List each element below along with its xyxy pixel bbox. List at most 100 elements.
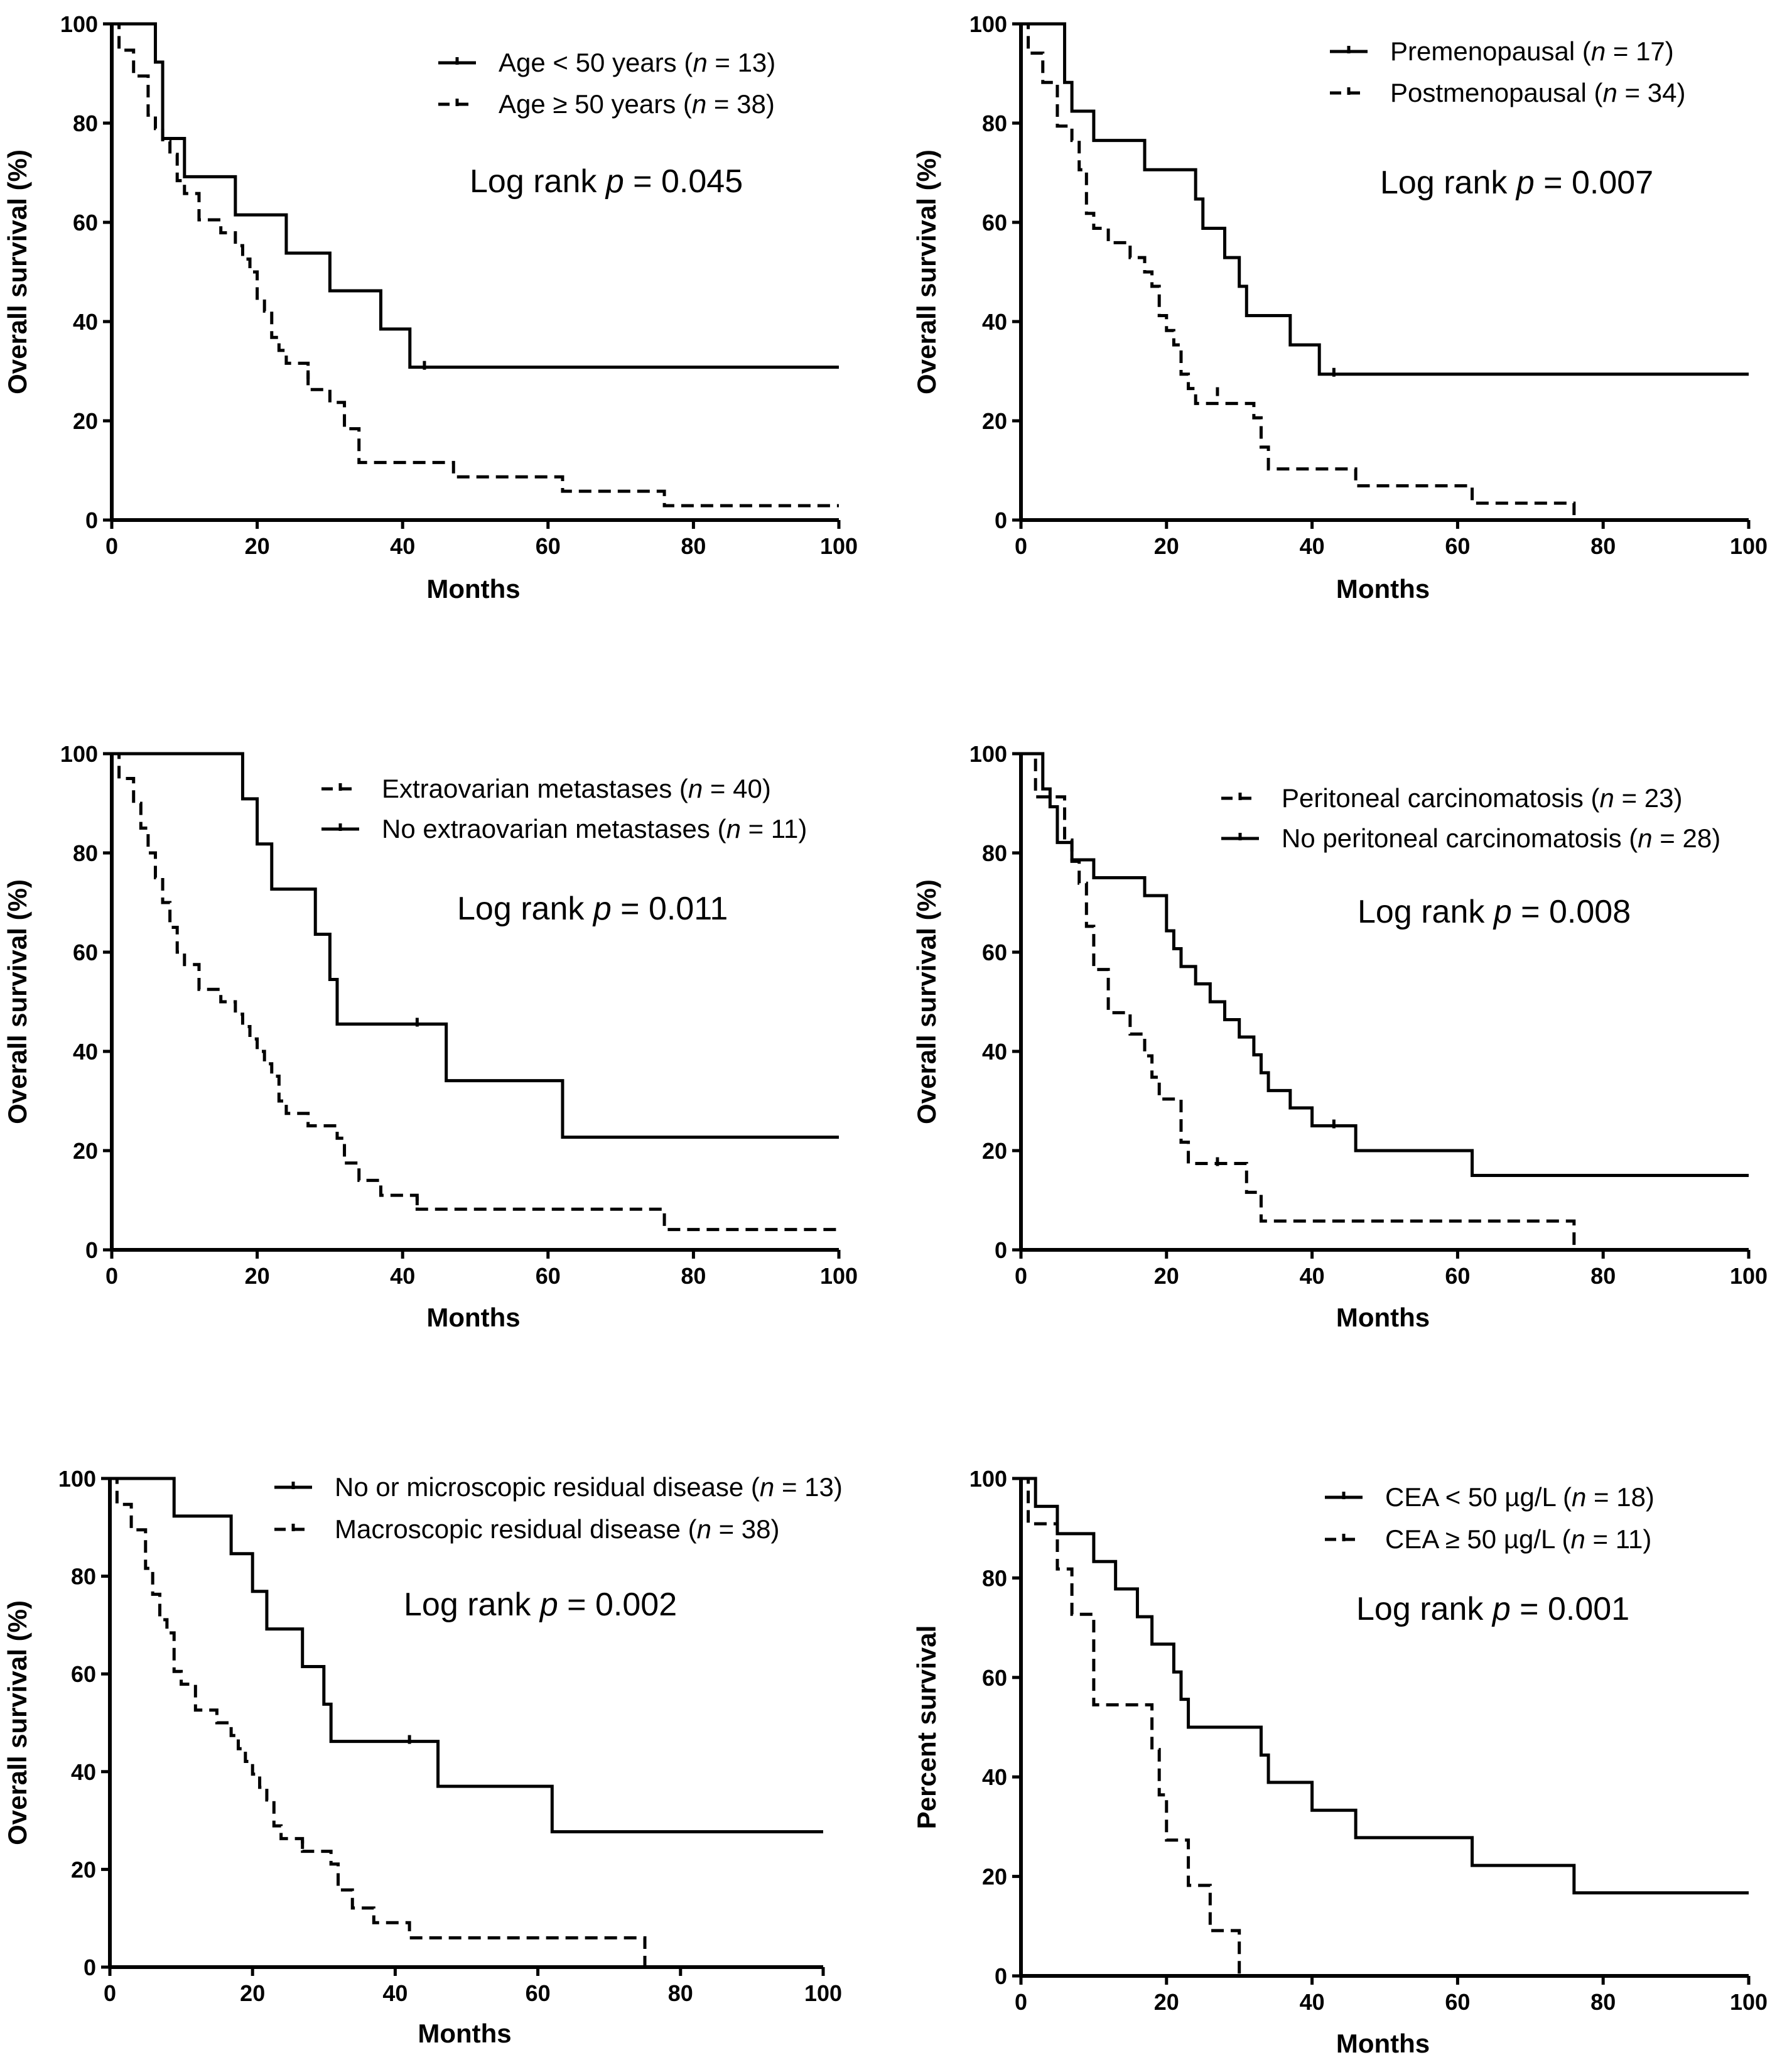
x-axis-title: Months: [426, 1303, 520, 1332]
legend-n-value: = 38): [711, 1514, 780, 1544]
x-tick-label: 100: [820, 1263, 858, 1289]
survival-curve-dashed: [1021, 1477, 1241, 1976]
y-tick-label: 20: [982, 1138, 1007, 1164]
y-axis-title: Percent survival: [912, 1625, 941, 1830]
y-tick-label: 0: [85, 1237, 98, 1263]
survival-curve-solid: [112, 752, 839, 1139]
y-tick-label: 0: [995, 1963, 1007, 1989]
legend-n-value: = 40): [703, 774, 771, 803]
log-rank-prefix: Log rank: [1358, 894, 1494, 930]
legend-name: No or microscopic residual disease (: [335, 1472, 760, 1502]
panel-2: 0 20 40 60 80 100 0 20 40 60 80 100 Months Overall su…: [912, 11, 1768, 604]
x-axis-title: Months: [1336, 1303, 1430, 1332]
legend-name: Macroscopic residual disease (: [335, 1514, 697, 1544]
legend-label: CEA < 50 µg/L (n = 18): [1385, 1482, 1655, 1512]
legend-n-symbol: n: [1600, 783, 1614, 813]
legend-n-value: = 34): [1617, 78, 1686, 107]
y-tick-label: 80: [73, 111, 98, 136]
x-tick-label: 100: [804, 1980, 842, 2006]
legend-name: CEA < 50 µg/L (: [1385, 1482, 1572, 1512]
y-axis-title: Overall survival (%): [3, 149, 32, 394]
x-tick-label: 80: [668, 1980, 693, 2006]
survival-curve-dashed: [1021, 752, 1576, 1250]
log-rank-p-symbol: p: [539, 1587, 558, 1623]
x-tick-label: 20: [1154, 1989, 1179, 2015]
legend-label: Peritoneal carcinomatosis (n = 23): [1282, 783, 1682, 813]
x-tick-label: 100: [820, 533, 858, 559]
y-tick-label: 40: [982, 309, 1007, 335]
log-rank-prefix: Log rank: [457, 891, 593, 927]
survival-curve-solid: [1021, 752, 1749, 1177]
x-tick-label: 20: [1154, 533, 1179, 559]
legend-name: Premenopausal (: [1390, 36, 1591, 66]
x-tick-label: 0: [1015, 1989, 1027, 2015]
legend-label: No extraovarian metastases (n = 11): [382, 814, 807, 843]
y-tick-label: 100: [969, 11, 1007, 37]
y-tick-label: 80: [982, 111, 1007, 136]
x-tick-label: 60: [536, 1263, 561, 1289]
legend-name: No extraovarian metastases (: [382, 814, 726, 843]
x-tick-label: 80: [681, 1263, 706, 1289]
x-tick-label: 0: [105, 533, 118, 559]
y-tick-label: 60: [982, 940, 1007, 965]
legend-n-symbol: n: [1572, 1482, 1586, 1512]
legend-n-value: = 11): [741, 814, 807, 843]
legend-n-value: = 18): [1586, 1482, 1655, 1512]
log-rank-p-symbol: p: [605, 163, 624, 200]
y-tick-label: 20: [982, 408, 1007, 434]
y-axis-title: Overall survival (%): [3, 879, 32, 1124]
legend-label: No peritoneal carcinomatosis (n = 28): [1282, 823, 1720, 853]
y-tick-label: 40: [73, 1039, 98, 1065]
x-tick-label: 0: [1015, 533, 1027, 559]
y-tick-label: 0: [84, 1955, 96, 1980]
y-tick-label: 60: [71, 1661, 96, 1687]
survival-curve-dashed: [112, 752, 839, 1232]
y-tick-label: 60: [982, 210, 1007, 236]
x-axis-title: Months: [1336, 2029, 1430, 2058]
y-tick-label: 80: [982, 1565, 1007, 1591]
panel-1: 0 20 40 60 80 100 0 20 40 60 80 100 Months Overall su…: [3, 11, 858, 604]
y-tick-label: 40: [73, 309, 98, 335]
legend-name: Extraovarian metastases (: [382, 774, 688, 803]
log-rank-p-symbol: p: [1515, 165, 1535, 201]
survival-curve-dashed: [1021, 22, 1576, 520]
legend-n-symbol: n: [693, 48, 707, 77]
legend-label: CEA ≥ 50 µg/L (n = 11): [1385, 1524, 1651, 1554]
x-axis-title: Months: [426, 574, 520, 604]
legend-n-value: = 13): [774, 1472, 843, 1502]
x-tick-label: 20: [1154, 1263, 1179, 1289]
y-tick-label: 80: [71, 1564, 96, 1590]
x-tick-label: 60: [1445, 533, 1470, 559]
y-tick-label: 20: [982, 1864, 1007, 1890]
y-tick-label: 60: [73, 210, 98, 236]
x-tick-label: 60: [1445, 1989, 1470, 2015]
log-rank-p-value: = 0.008: [1512, 894, 1631, 930]
log-rank-annotation: Log rank p = 0.007: [1380, 165, 1653, 201]
legend-name: No peritoneal carcinomatosis (: [1282, 823, 1638, 853]
x-tick-label: 100: [1730, 533, 1768, 559]
x-tick-label: 20: [240, 1980, 265, 2006]
x-tick-label: 60: [1445, 1263, 1470, 1289]
y-tick-label: 20: [73, 1138, 98, 1164]
legend-label: Age < 50 years (n = 13): [499, 48, 775, 77]
y-axis-title: Overall survival (%): [912, 149, 941, 394]
legend-label: Age ≥ 50 years (n = 38): [499, 89, 775, 119]
y-tick-label: 40: [982, 1039, 1007, 1065]
y-tick-label: 0: [995, 1237, 1007, 1263]
legend-label: Postmenopausal (n = 34): [1390, 78, 1685, 107]
x-tick-label: 60: [536, 533, 561, 559]
log-rank-annotation: Log rank p = 0.001: [1356, 1591, 1629, 1627]
panel-5: 0 20 40 60 80 100 0 20 40 60 80 100 Months Overall su…: [3, 1466, 843, 2048]
legend-name: Postmenopausal (: [1390, 78, 1603, 107]
legend-n-value: = 11): [1585, 1524, 1651, 1554]
y-tick-label: 0: [995, 507, 1007, 533]
log-rank-p-symbol: p: [592, 891, 612, 927]
x-tick-label: 40: [390, 533, 415, 559]
x-tick-label: 60: [526, 1980, 551, 2006]
log-rank-p-symbol: p: [1493, 894, 1512, 930]
legend-n-symbol: n: [1571, 1524, 1585, 1554]
y-tick-label: 100: [60, 741, 98, 767]
x-axis-title: Months: [418, 2019, 511, 2048]
y-tick-label: 100: [58, 1466, 96, 1492]
x-tick-label: 40: [382, 1980, 408, 2006]
